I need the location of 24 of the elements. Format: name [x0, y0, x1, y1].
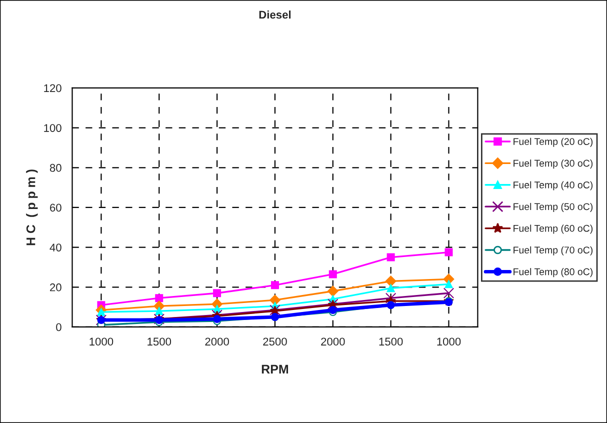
x-tick-label: 2500: [263, 338, 287, 346]
y-axis-title: H C ( p p m ): [26, 170, 38, 246]
x-tick-label: 2000: [321, 338, 345, 346]
chart-title: Diesel: [259, 10, 291, 19]
y-tick-label: 100: [44, 124, 62, 132]
legend-label: Fuel Temp (70 oC): [514, 246, 593, 256]
y-tick-label: 60: [50, 204, 62, 212]
y-tick-label: 120: [44, 84, 62, 92]
legend-label: Fuel Temp (80 oC): [514, 268, 593, 278]
x-axis-title: RPM: [262, 364, 288, 374]
legend-label: Fuel Temp (60 oC): [514, 224, 593, 234]
x-tick-label: 1000: [90, 338, 114, 346]
x-tick-label: 1500: [379, 338, 403, 346]
legend-label: Fuel Temp (50 oC): [514, 202, 593, 212]
legend-label: Fuel Temp (40 oC): [514, 181, 593, 190]
legend-label: Fuel Temp (20 oC): [514, 138, 593, 147]
x-tick-label: 2000: [205, 338, 229, 346]
x-tick-label: 1500: [148, 338, 172, 346]
y-tick-label: 40: [50, 244, 62, 252]
x-tick-label: 1000: [437, 338, 461, 346]
y-tick-label: 0: [56, 323, 62, 332]
y-tick-label: 20: [50, 283, 62, 292]
legend-label: Fuel Temp (30 oC): [514, 160, 593, 169]
y-tick-label: 80: [50, 164, 62, 172]
